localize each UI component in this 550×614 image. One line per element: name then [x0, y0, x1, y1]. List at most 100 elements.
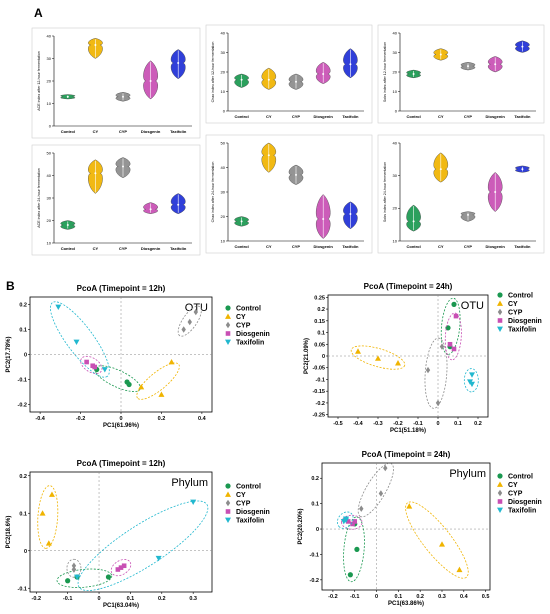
point-diosgenin-3	[451, 346, 457, 352]
x-tick-label-control: Control	[406, 244, 420, 249]
ellipse-taxifolin	[77, 500, 209, 591]
x-tick-label-cy: CY	[93, 129, 99, 134]
x-tick-label: 0.2	[158, 596, 166, 602]
point-taxifolin-2	[155, 555, 162, 562]
y-axis-label: Sobs index after 12-hour fermentation	[383, 42, 387, 102]
x-tick-label-taxifolin: Taxifolin	[342, 114, 359, 119]
x-tick-label: -0.2	[328, 594, 337, 600]
x-tick-label: 0.2	[158, 416, 166, 422]
violin-median-cyp	[122, 165, 124, 168]
x-axis-label: PC1(61.96%)	[103, 423, 139, 429]
point-taxifolin-2	[73, 339, 80, 345]
violin-median-cy	[94, 44, 97, 46]
legend-marker-cyp	[497, 489, 503, 497]
violin-median-control	[412, 72, 415, 75]
legend-label-cyp: CYP	[236, 323, 251, 330]
panel-frame	[377, 24, 545, 124]
legend-label-cy: CY	[508, 482, 518, 489]
violin-panel-1: 0 10 20 30 40 ACE index after 12-hour ferment…	[31, 27, 201, 139]
y-tick-label: -0.15	[312, 389, 325, 395]
point-control-1	[347, 572, 353, 578]
legend-marker-cy	[497, 481, 503, 487]
y-tick-label: 0	[24, 353, 27, 359]
violin-median-control	[66, 224, 69, 226]
violin-median-taxifolin	[521, 168, 524, 171]
violin-panel-5: 10 20 30 40 50 Chao index after 24-hour ferme…	[205, 134, 373, 254]
y-tick-label: 20	[47, 78, 52, 83]
violin-panel-3: 0 10 20 30 40 Sobs index after 12-hour fermen…	[377, 24, 545, 124]
legend-marker-cy	[225, 313, 231, 319]
x-tick-label: 0.2	[416, 594, 424, 600]
y-tick-label: 20	[221, 214, 226, 219]
chart-title: PcoA (Timepoint = 24h)	[364, 282, 453, 291]
panel-frame	[205, 24, 373, 124]
legend-marker-taxifolin	[497, 326, 503, 332]
point-cyp-1	[425, 366, 431, 374]
x-tick-label: 0.3	[189, 596, 197, 602]
legend-label-taxifolin: Taxifolin	[236, 518, 264, 525]
legend-marker-diosgenin	[497, 499, 503, 504]
violin-median-cyp	[295, 173, 297, 176]
x-tick-label: 0.1	[454, 421, 462, 427]
y-tick-label: 0.15	[314, 319, 325, 325]
x-tick-label: -0.2	[76, 416, 85, 422]
point-cy-1	[48, 491, 55, 497]
x-tick-label-control: Control	[61, 246, 75, 251]
y-tick-label: -0.2	[310, 578, 319, 584]
point-taxifolin-1	[55, 304, 62, 310]
y-axis-label: Chao index after 12-hour fermentation	[211, 42, 215, 103]
x-tick-label-control: Control	[406, 114, 420, 119]
violin-panel-2: 0 10 20 30 40 Chao index after 12-hour fermen…	[205, 24, 373, 124]
legend-label-cyp: CYP	[508, 310, 523, 317]
legend-marker-cy	[497, 300, 503, 306]
x-tick-label-diosgenin: Diosgenin	[314, 114, 334, 119]
violin-median-taxifolin	[177, 62, 180, 64]
y-tick-label: -0.1	[18, 586, 27, 592]
x-tick-label: -0.1	[350, 594, 359, 600]
x-tick-label-diosgenin: Diosgenin	[486, 244, 506, 249]
violin-panel-6: 10 20 30 40 Sobs index after 24-hour ferment…	[377, 134, 545, 254]
x-tick-label: -0.4	[353, 421, 363, 427]
chart-title: PcoA (Timepoint = 12h)	[77, 459, 166, 468]
violin-median-diosgenin	[494, 191, 497, 193]
ellipse-taxifolin	[50, 301, 110, 378]
point-diosgenin-2	[121, 563, 127, 569]
x-axis-label: PC1(63.04%)	[103, 603, 139, 609]
y-axis-label: Sobs index after 24-hour fermentation	[383, 162, 387, 222]
panel-frame	[377, 134, 545, 254]
y-tick-label: 0	[322, 354, 325, 360]
x-tick-label-taxifolin: Taxifolin	[342, 244, 359, 249]
y-tick-label: 10	[393, 89, 398, 94]
point-cyp-3	[181, 326, 186, 333]
y-tick-label: 30	[393, 173, 398, 178]
point-cy-1	[168, 359, 175, 365]
x-tick-label-cyp: CYP	[119, 129, 128, 134]
x-tick-label-taxifolin: Taxifolin	[514, 114, 531, 119]
ellipse-cy	[405, 501, 469, 579]
x-tick-label-cyp: CYP	[464, 244, 473, 249]
chart-title: PcoA (Timepoint = 12h)	[77, 284, 166, 293]
violin-median-taxifolin	[521, 45, 524, 48]
y-tick-label: 0.2	[19, 303, 27, 309]
y-tick-label: 20	[47, 218, 52, 223]
violin-median-taxifolin	[177, 203, 180, 206]
y-tick-label: -0.2	[316, 401, 325, 407]
y-tick-label: 40	[47, 33, 52, 38]
violin-median-diosgenin	[149, 208, 152, 211]
point-cy-3	[45, 540, 52, 546]
legend-label-diosgenin: Diosgenin	[508, 499, 542, 506]
point-cyp-2	[435, 399, 441, 407]
x-tick-label: -0.2	[32, 596, 41, 602]
legend-marker-taxifolin	[225, 339, 231, 345]
y-tick-label: -0.1	[18, 378, 27, 384]
y-tick-label: 50	[47, 150, 52, 155]
legend-label-cyp: CYP	[508, 491, 523, 498]
data-level-tag: Phylum	[449, 468, 486, 480]
point-control-1	[65, 578, 71, 584]
violin-median-diosgenin	[149, 80, 152, 82]
y-tick-label: 40	[221, 165, 226, 170]
violin-median-control	[412, 220, 415, 223]
